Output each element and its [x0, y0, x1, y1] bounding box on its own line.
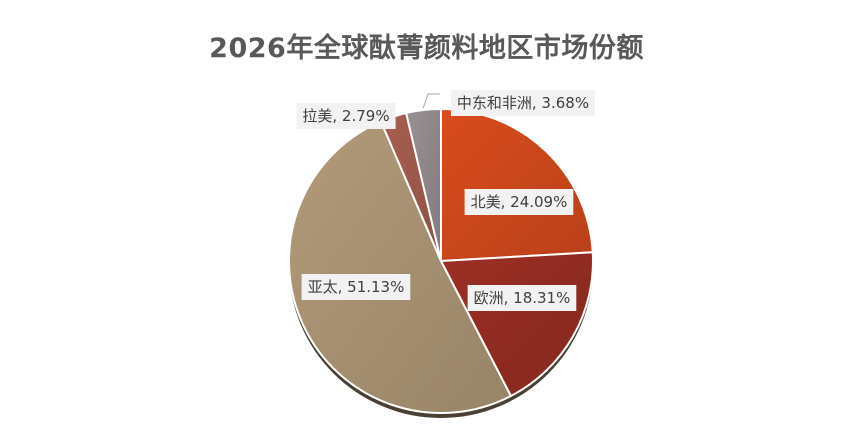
data-label-2: 亚太, 51.13% — [301, 274, 411, 300]
data-label-box-2 — [301, 274, 411, 300]
data-label-text-1: 欧洲, 18.31% — [474, 289, 571, 307]
data-label-0: 北美, 24.09% — [464, 189, 574, 215]
data-label-text-0: 北美, 24.09% — [471, 193, 568, 211]
data-label-text-3: 拉美, 2.79% — [302, 107, 389, 125]
data-label-box-4 — [450, 90, 596, 116]
leader-line-middle-east-africa — [422, 93, 440, 109]
chart-title: 2026年全球酞菁颜料地区市场份额 — [209, 33, 644, 64]
data-label-3: 拉美, 2.79% — [296, 103, 396, 129]
pie-slice-2 — [288, 120, 512, 414]
data-label-text-2: 亚太, 51.13% — [308, 278, 405, 296]
data-label-box-0 — [464, 189, 574, 215]
data-label-1: 欧洲, 18.31% — [467, 285, 577, 311]
data-label-box-3 — [296, 103, 396, 129]
data-label-text-4: 中东和非洲, 3.68% — [457, 94, 589, 112]
pie-slice-0 — [440, 108, 594, 262]
pie-slice-4 — [405, 108, 442, 262]
data-label-4: 中东和非洲, 3.68% — [450, 90, 596, 116]
data-label-box-1 — [467, 285, 577, 311]
